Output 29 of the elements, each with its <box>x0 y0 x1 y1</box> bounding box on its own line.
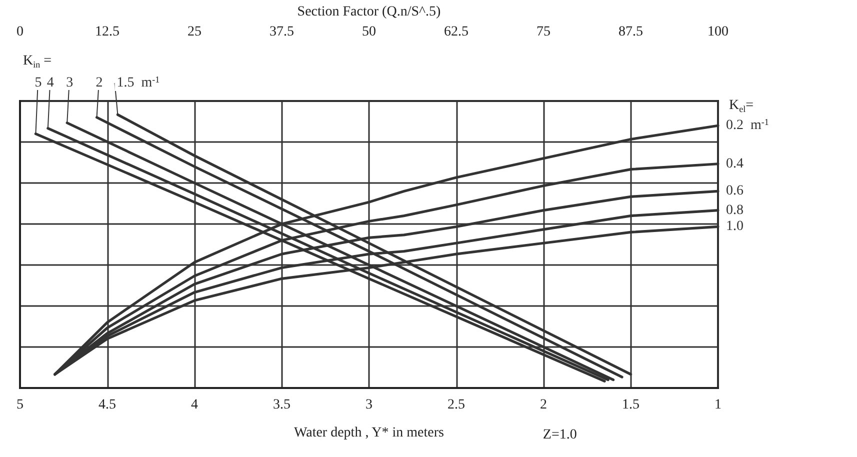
x-tick-label: 4.5 <box>98 398 116 412</box>
x-tick-label: 3.5 <box>273 398 290 412</box>
text: 3 <box>66 76 74 90</box>
x2-tick-label: 75 <box>536 24 550 40</box>
x-tick-label: 3 <box>366 398 372 412</box>
series-label: 1.0 <box>726 219 744 234</box>
x2-tick-label: 100 <box>708 24 728 40</box>
x2-tick-label: 25 <box>188 24 202 40</box>
x2-axis-title: Section Factor (Q.n/S^.5) <box>297 4 442 20</box>
x-axis-title: Water depth , Y* in meters <box>294 426 444 440</box>
x-tick-label: 4 <box>191 398 198 412</box>
x2-tick-label: 0 <box>16 24 24 40</box>
x-tick-label: 1 <box>714 398 722 412</box>
x2-tick-label: 37.5 <box>270 24 294 40</box>
series-label: 0.8 <box>726 202 744 218</box>
text: 4 <box>46 76 54 90</box>
x-tick-label: 1.5 <box>622 398 640 412</box>
series-label: 0.4 <box>726 156 744 172</box>
series-label: 2 <box>96 76 103 90</box>
x-tick-label: 5 <box>16 398 24 412</box>
text: Z=1.0 <box>542 428 577 442</box>
text: 5 <box>34 76 42 90</box>
x-tick-label: 2.5 <box>448 398 465 412</box>
x-tick-label: 2 <box>540 398 547 412</box>
x2-tick-label: 62.5 <box>444 24 468 40</box>
x2-tick-label: 50 <box>362 24 376 40</box>
x2-tick-label: 12.5 <box>95 24 120 40</box>
series-label: 0.6 <box>726 184 744 199</box>
x2-tick-label: 87.5 <box>618 24 643 40</box>
